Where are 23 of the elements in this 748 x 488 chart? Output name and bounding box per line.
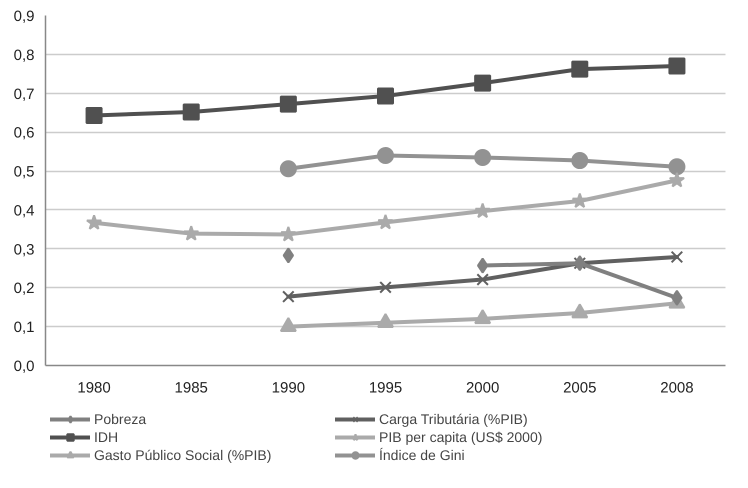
y-tick-label: 0,8 — [14, 46, 35, 64]
y-tick-label: 0,2 — [14, 280, 35, 298]
x-tick-label: 1980 — [77, 380, 111, 396]
x-tick-label: 1985 — [174, 380, 208, 396]
y-tick-label: 0,0 — [14, 358, 35, 375]
y-tick-label: 0,4 — [14, 202, 35, 220]
y-tick-label: 0,6 — [14, 124, 35, 142]
legend-label: Índice de Gini — [379, 447, 465, 463]
x-tick-label: 1990 — [272, 380, 306, 396]
x-tick-label: 2008 — [660, 380, 694, 396]
x-tick-label: 1995 — [368, 380, 402, 396]
y-tick-label: 0,1 — [14, 319, 35, 336]
legend-label: IDH — [94, 429, 118, 445]
legend-label: Carga Tributária (%PIB) — [379, 411, 528, 427]
y-tick-label: 0,5 — [14, 164, 35, 181]
legend-label: Gasto Público Social (%PIB) — [94, 447, 272, 463]
legend-label: Pobreza — [94, 411, 146, 427]
y-tick-label: 0,3 — [14, 241, 35, 258]
legend-label: PIB per capita (US$ 2000) — [379, 429, 542, 445]
x-tick-label: 2000 — [466, 380, 500, 396]
x-tick-label: 2005 — [563, 380, 596, 396]
y-tick-label: 0,9 — [14, 8, 35, 25]
y-tick-label: 0,7 — [14, 86, 35, 103]
